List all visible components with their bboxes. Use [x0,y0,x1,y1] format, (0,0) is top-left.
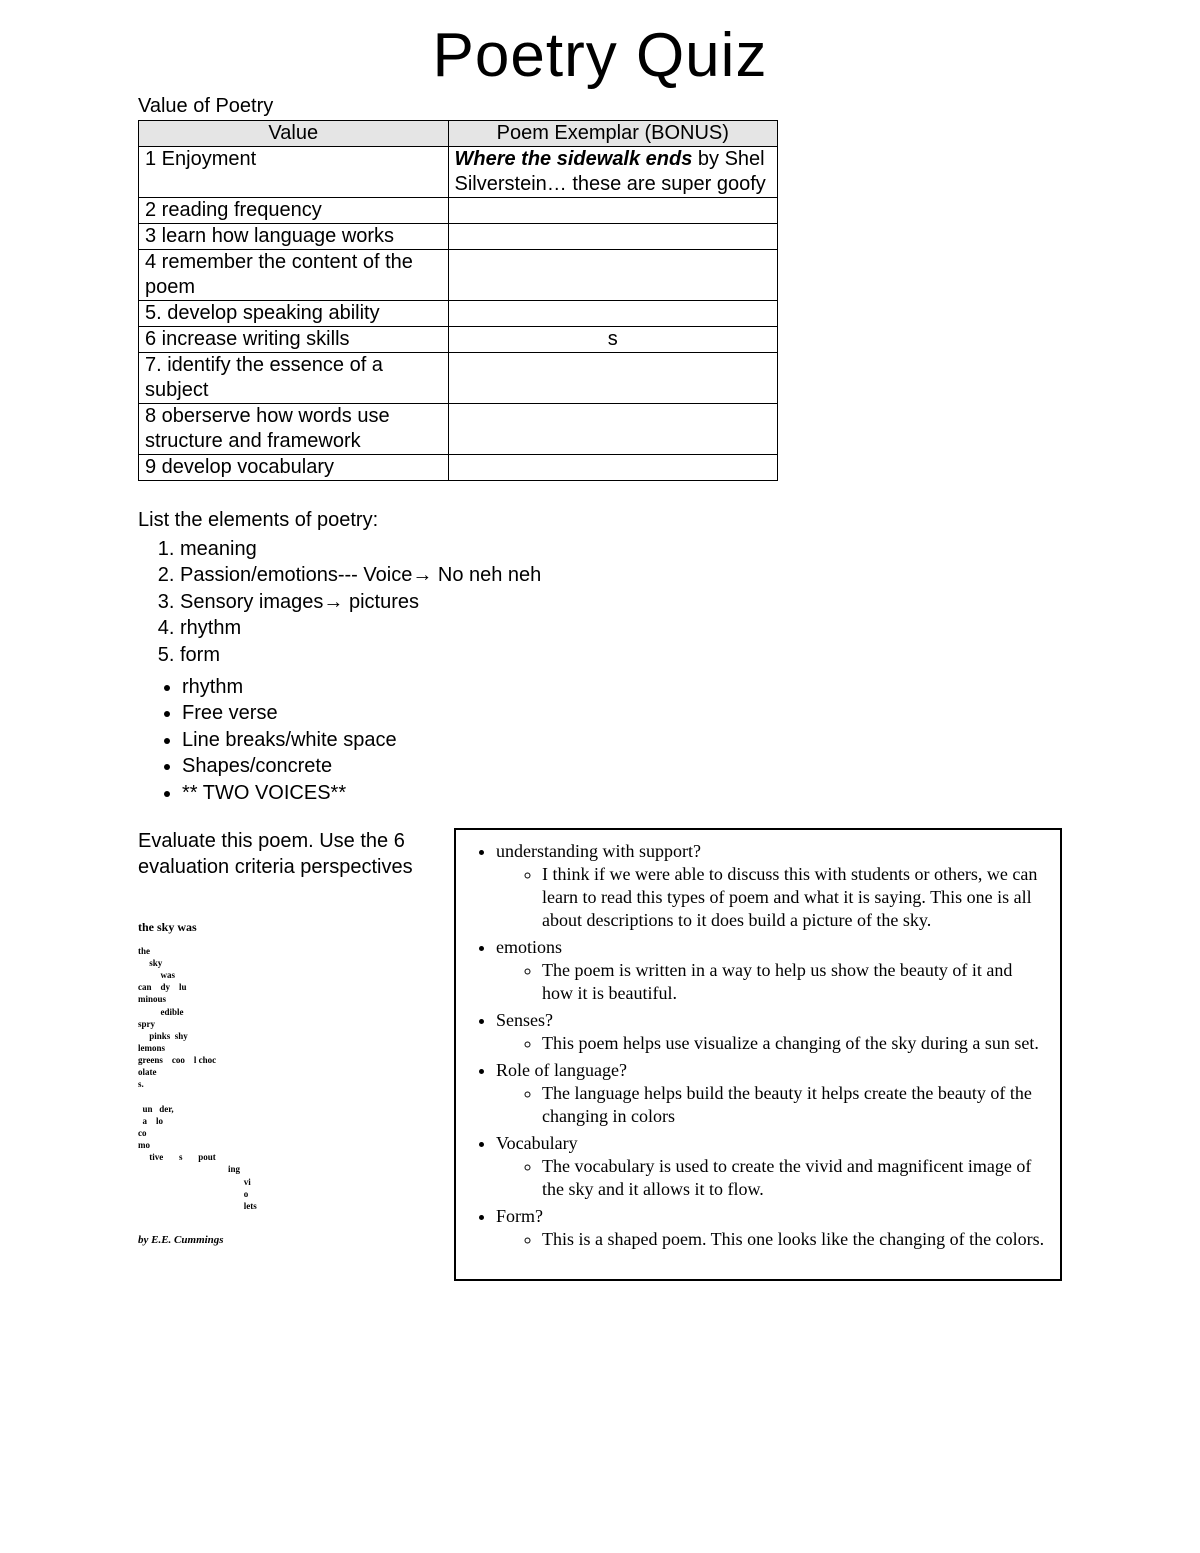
table-cell-value: 5. develop speaking ability [139,301,449,327]
elements-list: meaningPassion/emotions--- Voice→ No neh… [180,536,1062,668]
criterion-item: Role of language?The language helps buil… [496,1059,1046,1128]
list-item: Line breaks/white space [182,727,1062,753]
table-row: 1 EnjoymentWhere the sidewalk ends by Sh… [139,147,778,198]
poem-title: the sky was [138,920,438,935]
table-cell-exemplar [448,198,778,224]
table-cell-exemplar [448,455,778,481]
criterion-item: VocabularyThe vocabulary is used to crea… [496,1132,1046,1201]
criterion-item: understanding with support?I think if we… [496,840,1046,932]
table-cell-value: 2 reading frequency [139,198,449,224]
list-item: rhythm [182,674,1062,700]
evaluate-prompt: Evaluate this poem. Use the 6 evaluation… [138,828,438,880]
table-cell-exemplar [448,301,778,327]
table-cell-exemplar [448,250,778,301]
table-cell-value: 4 remember the content of the poem [139,250,449,301]
elements-sublist: rhythmFree verseLine breaks/white spaceS… [182,674,1062,806]
criterion-response: The vocabulary is used to create the viv… [542,1155,1046,1201]
table-row: 7. identify the essence of a subject [139,353,778,404]
list-item: ** TWO VOICES** [182,780,1062,806]
table-cell-exemplar: Where the sidewalk ends by Shel Silverst… [448,147,778,198]
criterion-response: This is a shaped poem. This one looks li… [542,1228,1046,1251]
list-item: Passion/emotions--- Voice→ No neh neh [180,562,1062,588]
table-row: 6 increase writing skillss [139,327,778,353]
criterion-response: The poem is written in a way to help us … [542,959,1046,1005]
value-table: Value Poem Exemplar (BONUS) 1 EnjoymentW… [138,120,778,481]
page-title: Poetry Quiz [138,20,1062,91]
list-item: form [180,642,1062,668]
table-row: 9 develop vocabulary [139,455,778,481]
criterion-item: Form?This is a shaped poem. This one loo… [496,1205,1046,1251]
table-cell-value: 3 learn how language works [139,224,449,250]
poem-author: by E.E. Cummings [138,1234,438,1246]
table-cell-exemplar [448,404,778,455]
list-item: Free verse [182,700,1062,726]
table-row: 5. develop speaking ability [139,301,778,327]
table-cell-value: 9 develop vocabulary [139,455,449,481]
criterion-response: This poem helps use visualize a changing… [542,1032,1046,1055]
list-item: Sensory images→ pictures [180,589,1062,615]
list-item: Shapes/concrete [182,753,1062,779]
list-item: meaning [180,536,1062,562]
table-cell-value: 6 increase writing skills [139,327,449,353]
table-row: 3 learn how language works [139,224,778,250]
table-cell-exemplar [448,224,778,250]
poem-body: the sky was can dy lu minous edible spry… [138,945,438,1212]
table-cell-value: 1 Enjoyment [139,147,449,198]
criterion-item: Senses?This poem helps use visualize a c… [496,1009,1046,1055]
table-cell-value: 7. identify the essence of a subject [139,353,449,404]
criterion-response: I think if we were able to discuss this … [542,863,1046,932]
table-header-value: Value [139,121,449,147]
table-row: 2 reading frequency [139,198,778,224]
table-cell-exemplar [448,353,778,404]
evaluation-box: understanding with support?I think if we… [454,828,1062,1282]
table-header-exemplar: Poem Exemplar (BONUS) [448,121,778,147]
criterion-item: emotionsThe poem is written in a way to … [496,936,1046,1005]
elements-heading: List the elements of poetry: [138,509,1062,532]
table-row: 8 oberserve how words use structure and … [139,404,778,455]
table-cell-value: 8 oberserve how words use structure and … [139,404,449,455]
table-row: 4 remember the content of the poem [139,250,778,301]
criterion-response: The language helps build the beauty it h… [542,1082,1046,1128]
table-cell-exemplar: s [448,327,778,353]
list-item: rhythm [180,615,1062,641]
table-caption: Value of Poetry [138,95,1062,118]
